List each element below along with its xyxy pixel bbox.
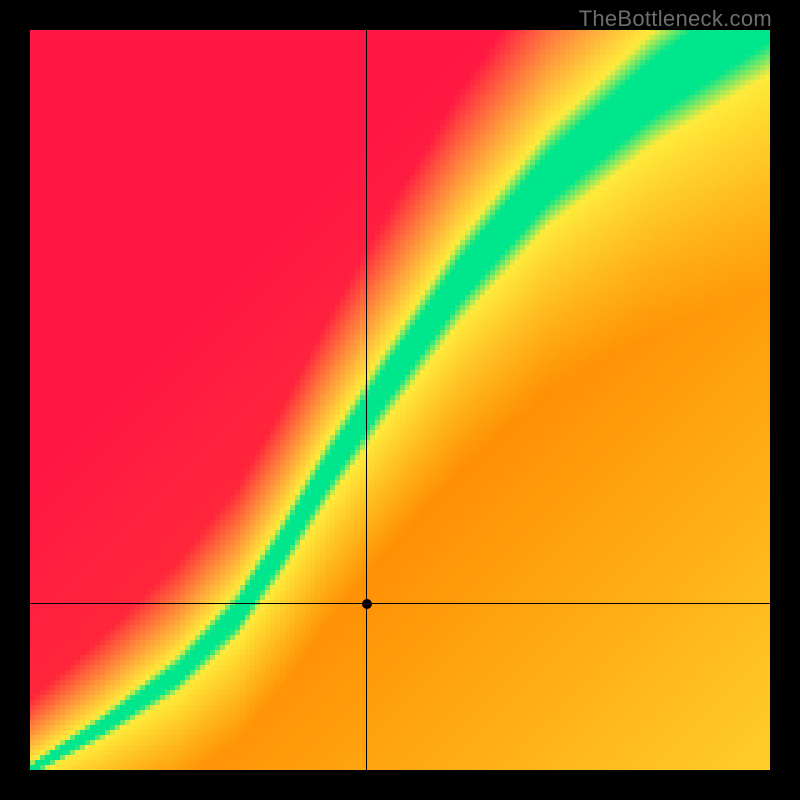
crosshair-vertical-line (366, 30, 367, 770)
plot-area (30, 30, 770, 770)
crosshair-horizontal-line (30, 603, 770, 604)
heatmap-canvas (30, 30, 770, 770)
watermark-text: TheBottleneck.com (579, 6, 772, 32)
crosshair-marker-dot (362, 599, 372, 609)
